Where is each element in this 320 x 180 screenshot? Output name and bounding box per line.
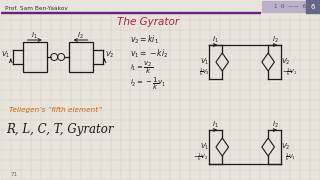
Text: Tellegen’s “fifth element”: Tellegen’s “fifth element” bbox=[9, 107, 102, 113]
Text: $I_1$: $I_1$ bbox=[212, 35, 219, 45]
Text: $V_2$: $V_2$ bbox=[105, 50, 114, 60]
Text: $V_1$: $V_1$ bbox=[200, 57, 209, 67]
Text: $I_1$: $I_1$ bbox=[31, 31, 38, 41]
Text: $I_2$: $I_2$ bbox=[272, 120, 278, 130]
Bar bbox=[306, 0, 320, 13]
Text: $-\frac{1}{k}V_2$: $-\frac{1}{k}V_2$ bbox=[193, 151, 208, 163]
Text: Prof. Sam Ben-Yaakov: Prof. Sam Ben-Yaakov bbox=[5, 6, 68, 10]
Text: $I_2$: $I_2$ bbox=[77, 31, 84, 41]
Bar bbox=[1, 0, 320, 13]
Text: $I_2$: $I_2$ bbox=[272, 35, 278, 45]
Text: $\frac{1}{k}V_1$: $\frac{1}{k}V_1$ bbox=[284, 151, 296, 163]
Bar bbox=[23, 42, 47, 72]
Text: 71: 71 bbox=[11, 172, 18, 177]
Text: The Gyrator: The Gyrator bbox=[117, 17, 180, 27]
Text: 6: 6 bbox=[311, 3, 315, 10]
Text: $\frac{1}{k}V_2$: $\frac{1}{k}V_2$ bbox=[199, 66, 210, 78]
Bar bbox=[69, 42, 92, 72]
Text: $-\frac{1}{k}V_1$: $-\frac{1}{k}V_1$ bbox=[282, 66, 298, 78]
Bar bbox=[1, 12, 260, 13]
Text: $V_1$: $V_1$ bbox=[1, 50, 11, 60]
Text: $i_2 = -\dfrac{1}{k}v_1$: $i_2 = -\dfrac{1}{k}v_1$ bbox=[131, 76, 167, 92]
Text: $V_2$: $V_2$ bbox=[281, 57, 291, 67]
Bar bbox=[262, 1, 318, 12]
Text: $I_1$: $I_1$ bbox=[212, 120, 219, 130]
Text: $i_1 = \dfrac{v_2}{k}$: $i_1 = \dfrac{v_2}{k}$ bbox=[131, 60, 154, 76]
Text: $v_1 = -k i_2$: $v_1 = -k i_2$ bbox=[131, 48, 169, 60]
Text: $V_1$: $V_1$ bbox=[200, 142, 209, 152]
Text: R, L, C, T, Gyrator: R, L, C, T, Gyrator bbox=[6, 123, 113, 136]
Text: $v_2 = k i_1$: $v_2 = k i_1$ bbox=[131, 34, 159, 46]
Text: $V_2$: $V_2$ bbox=[281, 142, 291, 152]
Text: 1  0  ——  6: 1 0 —— 6 bbox=[274, 4, 306, 9]
